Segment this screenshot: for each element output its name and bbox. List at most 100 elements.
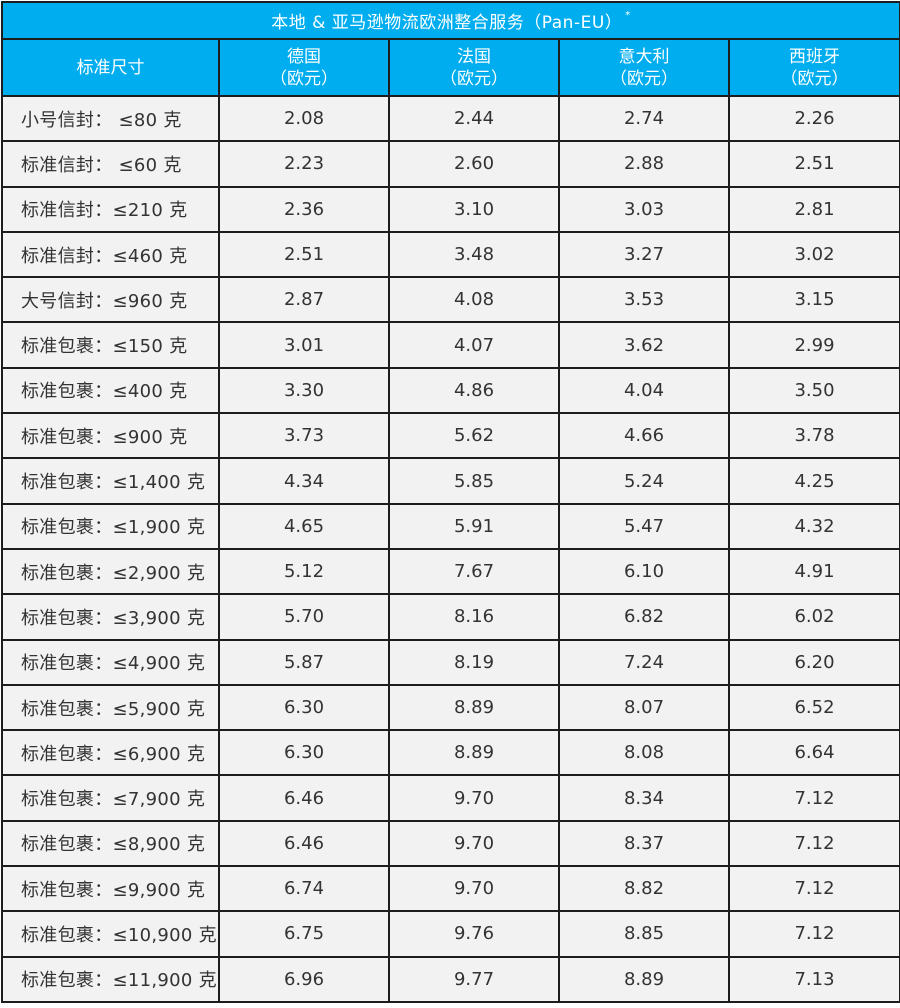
row-size-label: 标准包裹：≤1,400 克 (1, 457, 220, 505)
table-row: 标准包裹：≤1,400 克 4.34 5.85 5.24 4.25 (1, 457, 900, 505)
table-title: 本地 & 亚马逊物流欧洲整合服务（Pan-EU） * (1, 1, 900, 40)
row-size-label: 标准信封：≤210 克 (1, 185, 220, 233)
row-size-label: 标准包裹：≤4,900 克 (1, 638, 220, 686)
cell-spain-fee: 4.25 (728, 457, 900, 505)
column-header-spain-unit: （欧元） (780, 68, 849, 89)
table-row: 标准包裹：≤1,900 克 4.65 5.91 5.47 4.32 (1, 502, 900, 550)
column-header-france-name: 法国 (457, 46, 491, 67)
table-row: 标准包裹：≤2,900 克 5.12 7.67 6.10 4.91 (1, 547, 900, 596)
table-row: 标准包裹：≤8,900 克 6.46 9.70 8.37 7.12 (1, 819, 900, 868)
cell-italy-fee: 6.82 (558, 593, 730, 641)
cell-spain-fee: 7.13 (728, 955, 900, 1003)
cell-germany-fee: 2.08 (218, 94, 390, 143)
column-header-spain: 西班牙 （欧元） (728, 38, 900, 97)
cell-france-fee: 3.10 (388, 185, 560, 233)
table-row: 标准信封：≤460 克 2.51 3.48 3.27 3.02 (1, 230, 900, 279)
table-row: 标准包裹：≤7,900 克 6.46 9.70 8.34 7.12 (1, 774, 900, 822)
cell-italy-fee: 8.89 (558, 955, 730, 1003)
row-size-label: 标准包裹：≤2,900 克 (1, 547, 220, 596)
cell-france-fee: 2.44 (388, 94, 560, 143)
cell-italy-fee: 7.24 (558, 638, 730, 686)
column-header-spain-name: 西班牙 (789, 46, 840, 67)
cell-germany-fee: 6.30 (218, 729, 390, 777)
row-size-label: 大号信封：≤960 克 (1, 276, 220, 324)
row-size-label: 标准信封：≤460 克 (1, 230, 220, 279)
cell-germany-fee: 3.01 (218, 321, 390, 369)
cell-germany-fee: 3.73 (218, 412, 390, 460)
cell-france-fee: 9.77 (388, 955, 560, 1003)
row-size-label: 标准包裹：≤7,900 克 (1, 774, 220, 822)
row-size-label: 标准包裹：≤900 克 (1, 412, 220, 460)
cell-france-fee: 4.07 (388, 321, 560, 369)
cell-spain-fee: 6.52 (728, 683, 900, 732)
cell-italy-fee: 3.27 (558, 230, 730, 279)
cell-germany-fee: 5.70 (218, 593, 390, 641)
cell-france-fee: 8.16 (388, 593, 560, 641)
table-row: 标准包裹：≤150 克 3.01 4.07 3.62 2.99 (1, 321, 900, 369)
table-row: 标准包裹：≤5,900 克 6.30 8.89 8.07 6.52 (1, 683, 900, 732)
table-row: 标准包裹：≤900 克 3.73 5.62 4.66 3.78 (1, 412, 900, 460)
cell-italy-fee: 3.53 (558, 276, 730, 324)
table-row: 标准信封： ≤60 克 2.23 2.60 2.88 2.51 (1, 140, 900, 188)
row-size-label: 标准包裹：≤9,900 克 (1, 865, 220, 913)
table-row: 标准包裹：≤9,900 克 6.74 9.70 8.82 7.12 (1, 865, 900, 913)
cell-france-fee: 5.85 (388, 457, 560, 505)
cell-germany-fee: 6.74 (218, 865, 390, 913)
table-title-row: 本地 & 亚马逊物流欧洲整合服务（Pan-EU） * (1, 1, 900, 40)
column-header-size: 标准尺寸 (1, 38, 220, 97)
row-size-label: 标准包裹：≤400 克 (1, 366, 220, 415)
cell-france-fee: 8.89 (388, 683, 560, 732)
cell-spain-fee: 2.99 (728, 321, 900, 369)
cell-france-fee: 9.76 (388, 910, 560, 958)
cell-germany-fee: 6.30 (218, 683, 390, 732)
cell-italy-fee: 4.66 (558, 412, 730, 460)
table-row: 标准包裹：≤400 克 3.30 4.86 4.04 3.50 (1, 366, 900, 415)
table-row: 标准包裹：≤4,900 克 5.87 8.19 7.24 6.20 (1, 638, 900, 686)
table-row: 标准包裹：≤11,900 克 6.96 9.77 8.89 7.13 (1, 955, 900, 1003)
cell-spain-fee: 3.50 (728, 366, 900, 415)
cell-france-fee: 9.70 (388, 865, 560, 913)
cell-germany-fee: 6.46 (218, 819, 390, 868)
row-size-label: 标准包裹：≤6,900 克 (1, 729, 220, 777)
column-header-italy: 意大利 （欧元） (558, 38, 730, 97)
fee-table-body: 小号信封： ≤80 克 2.08 2.44 2.74 2.26 标准信封： ≤6… (1, 94, 900, 1003)
cell-germany-fee: 6.96 (218, 955, 390, 1003)
cell-italy-fee: 8.37 (558, 819, 730, 868)
cell-germany-fee: 2.51 (218, 230, 390, 279)
cell-italy-fee: 6.10 (558, 547, 730, 596)
column-header-row: 标准尺寸 德国 （欧元） 法国 （欧元） 意大利 （欧元） 西班牙 （欧元） (1, 38, 900, 97)
row-size-label: 标准包裹：≤11,900 克 (1, 955, 220, 1003)
row-size-label: 标准包裹：≤5,900 克 (1, 683, 220, 732)
cell-italy-fee: 8.82 (558, 865, 730, 913)
row-size-label: 标准信封： ≤60 克 (1, 140, 220, 188)
table-title-footnote-mark: * (625, 10, 631, 22)
cell-spain-fee: 6.02 (728, 593, 900, 641)
cell-spain-fee: 7.12 (728, 774, 900, 822)
cell-italy-fee: 8.34 (558, 774, 730, 822)
cell-france-fee: 5.62 (388, 412, 560, 460)
cell-italy-fee: 8.85 (558, 910, 730, 958)
cell-france-fee: 7.67 (388, 547, 560, 596)
table-row: 小号信封： ≤80 克 2.08 2.44 2.74 2.26 (1, 94, 900, 143)
cell-france-fee: 8.19 (388, 638, 560, 686)
row-size-label: 小号信封： ≤80 克 (1, 94, 220, 143)
cell-italy-fee: 8.07 (558, 683, 730, 732)
cell-italy-fee: 5.24 (558, 457, 730, 505)
column-header-italy-name: 意大利 (618, 46, 670, 67)
cell-germany-fee: 2.36 (218, 185, 390, 233)
column-header-italy-unit: （欧元） (610, 68, 678, 89)
cell-spain-fee: 7.12 (728, 910, 900, 958)
cell-italy-fee: 5.47 (558, 502, 730, 550)
row-size-label: 标准包裹：≤8,900 克 (1, 819, 220, 868)
row-size-label: 标准包裹：≤150 克 (1, 321, 220, 369)
cell-spain-fee: 7.12 (728, 819, 900, 868)
table-row: 标准包裹：≤6,900 克 6.30 8.89 8.08 6.64 (1, 729, 900, 777)
cell-spain-fee: 2.81 (728, 185, 900, 233)
cell-spain-fee: 6.64 (728, 729, 900, 777)
cell-spain-fee: 6.20 (728, 638, 900, 686)
table-row: 标准包裹：≤10,900 克 6.75 9.76 8.85 7.12 (1, 910, 900, 958)
cell-germany-fee: 6.75 (218, 910, 390, 958)
cell-germany-fee: 4.34 (218, 457, 390, 505)
